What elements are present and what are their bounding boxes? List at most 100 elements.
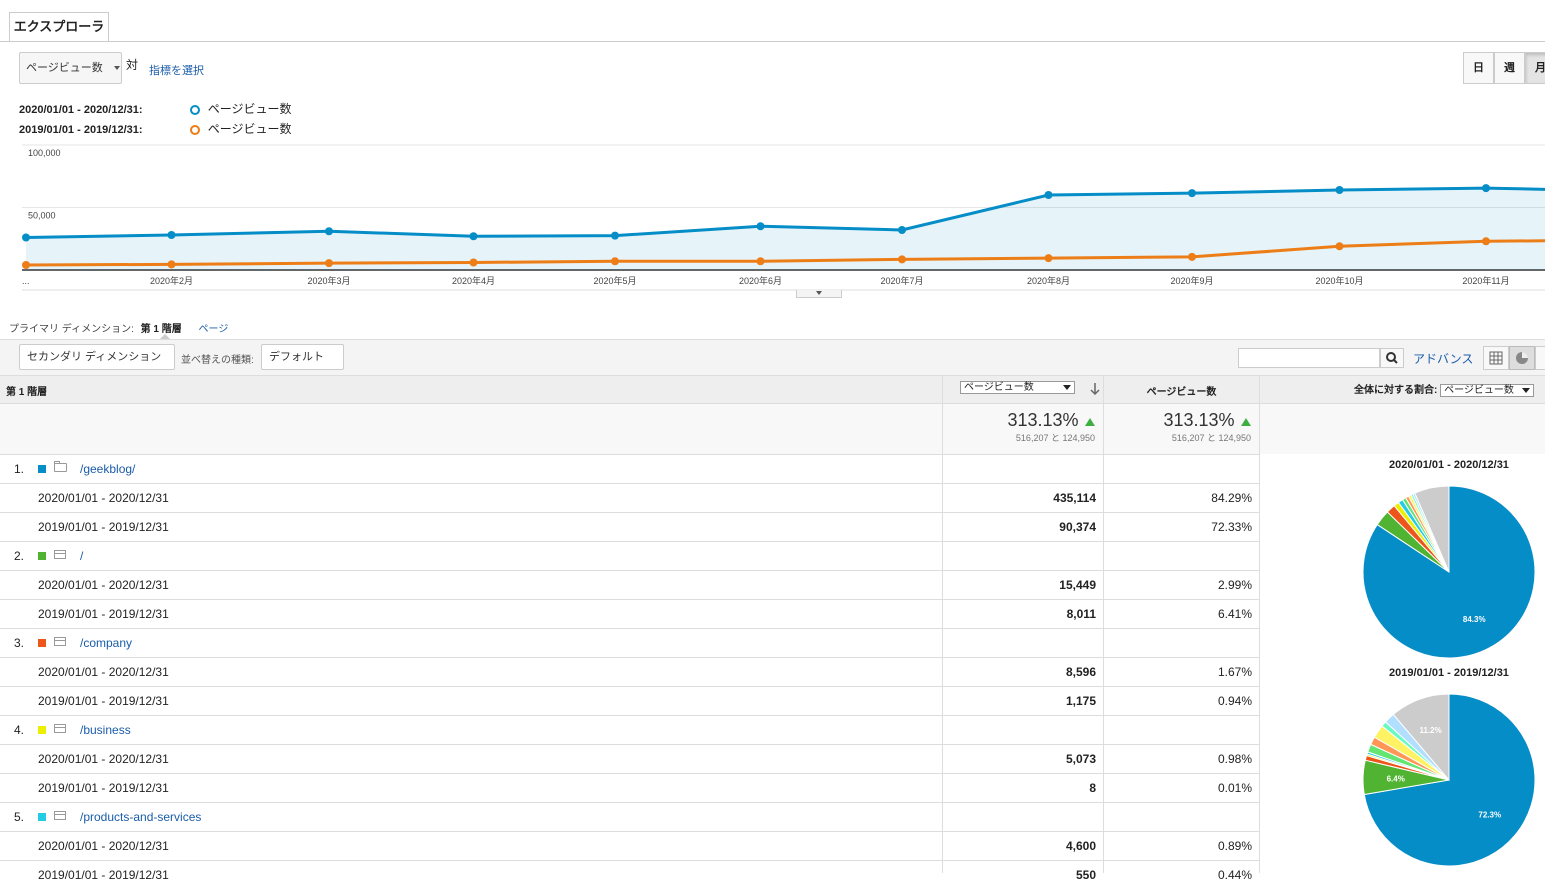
row-icon-wrap <box>54 722 66 736</box>
up-arrow-icon <box>1241 418 1251 426</box>
legend-range: 2020/01/01 - 2020/12/31: <box>19 104 143 116</box>
row-link[interactable]: /business <box>80 723 131 737</box>
data-point <box>469 258 478 267</box>
table-subrow: 2020/01/01 - 2020/12/31 435,114 84.29% <box>0 483 1545 512</box>
day-button[interactable]: 日 <box>1463 52 1494 84</box>
table-view-button[interactable] <box>1483 346 1509 370</box>
primary-dimension-active[interactable]: 第 1 階層 <box>140 324 182 335</box>
data-point <box>1335 242 1344 251</box>
table-row: 3. /company <box>0 628 1545 657</box>
more-view-button[interactable] <box>1535 346 1545 370</box>
select-metric-link[interactable]: 指標を選択 <box>149 65 204 77</box>
table-row: 1. /geekblog/ <box>0 454 1545 483</box>
data-point <box>1044 254 1053 263</box>
y-tick-label: 100,000 <box>28 148 61 158</box>
column-metric-select[interactable]: ページビュー数 <box>960 381 1075 394</box>
data-point <box>1188 189 1196 198</box>
data-point <box>1188 252 1196 261</box>
data-point <box>756 222 765 231</box>
pie-slice <box>1363 693 1536 867</box>
table-search-input[interactable] <box>1238 348 1380 368</box>
data-point <box>1335 186 1344 194</box>
legend-item-2020: 2020/01/01 - 2020/12/31: ページビュー数 <box>19 100 339 120</box>
tab-underline <box>0 41 1545 42</box>
pie-title-2020: 2020/01/01 - 2020/12/31 <box>1389 459 1509 471</box>
folder-icon <box>54 461 67 472</box>
chevron-down-icon <box>113 66 120 71</box>
subrow-value: 550 <box>1075 868 1096 882</box>
summary-pct: 313.13% <box>1007 410 1079 430</box>
search-icon <box>1386 352 1398 364</box>
row-link[interactable]: / <box>80 549 84 563</box>
table-subrow: 2020/01/01 - 2020/12/31 4,600 0.89% <box>0 831 1545 860</box>
subrow-pct: 2.99% <box>1217 578 1252 592</box>
pie-slice <box>1414 485 1450 573</box>
subrow-range: 2019/01/01 - 2019/12/31 <box>38 694 169 708</box>
x-tick-label: 2020年10月 <box>1315 275 1363 286</box>
month-button[interactable]: 月 <box>1525 52 1545 84</box>
data-point <box>167 260 176 269</box>
metric-dropdown[interactable]: ページビュー数 <box>19 52 122 84</box>
table-header <box>0 375 1545 403</box>
row-number: 3. <box>14 636 25 650</box>
column-header-dimension[interactable]: 第 1 階層 <box>6 387 48 398</box>
row-link[interactable]: /products-and-services <box>80 810 202 824</box>
x-tick-label: 2020年7月 <box>880 275 923 286</box>
data-point <box>611 257 619 266</box>
row-icon-wrap <box>54 548 66 562</box>
week-button[interactable]: 週 <box>1494 52 1525 84</box>
row-icon-wrap <box>54 809 66 823</box>
subrow-pct: 0.98% <box>1217 752 1252 766</box>
pie-chart-2020: 84.3% <box>1362 485 1536 659</box>
table-subrow: 2020/01/01 - 2020/12/31 5,073 0.98% <box>0 744 1545 773</box>
subrow-value: 15,449 <box>1059 578 1096 592</box>
row-number: 4. <box>14 723 25 737</box>
row-color-swatch <box>38 639 46 647</box>
legend-range: 2019/01/01 - 2019/12/31: <box>19 124 143 136</box>
search-button[interactable] <box>1380 348 1404 368</box>
chart-collapse-handle[interactable] <box>796 290 842 298</box>
primary-dimension-page[interactable]: ページ <box>198 324 229 335</box>
column-header-share: 全体に対する割合: ページビュー数 <box>1354 381 1535 397</box>
subrow-range: 2020/01/01 - 2020/12/31 <box>38 665 169 679</box>
chevron-down-icon <box>1063 385 1071 390</box>
pie-view-button[interactable] <box>1509 346 1535 370</box>
sort-desc-icon[interactable] <box>1089 382 1101 396</box>
primary-dimension-label: プライマリ ディメンション: <box>9 324 134 335</box>
subrow-range: 2019/01/01 - 2019/12/31 <box>38 520 169 534</box>
x-tick-label: 2020年4月 <box>452 275 495 286</box>
column-divider <box>1103 375 1104 873</box>
secondary-dimension-label: セカンダリ ディメンション <box>27 351 162 363</box>
data-point <box>756 257 765 266</box>
row-link[interactable]: /company <box>80 636 133 650</box>
data-point <box>898 255 906 264</box>
subrow-pct: 0.44% <box>1217 868 1252 882</box>
page-icon <box>54 724 66 733</box>
column-divider <box>942 375 943 873</box>
row-link[interactable]: /geekblog/ <box>80 462 136 476</box>
pie-title-2019: 2019/01/01 - 2019/12/31 <box>1389 667 1509 679</box>
table-subrow: 2019/01/01 - 2019/12/31 8 0.01% <box>0 773 1545 802</box>
advanced-link[interactable]: アドバンス <box>1413 352 1474 366</box>
row-icon-wrap <box>54 635 66 649</box>
row-color-swatch <box>38 552 46 560</box>
table-subrow: 2019/01/01 - 2019/12/31 90,374 72.33% <box>0 512 1545 541</box>
column-divider <box>1259 375 1260 873</box>
subrow-range: 2020/01/01 - 2020/12/31 <box>38 839 169 853</box>
subrow-value: 8 <box>1089 781 1096 795</box>
x-tick-label: 2020年9月 <box>1170 275 1213 286</box>
metric-dropdown-label: ページビュー数 <box>26 62 103 74</box>
share-metric-select[interactable]: ページビュー数 <box>1440 383 1535 397</box>
pie-slice-label: 84.3% <box>1463 615 1486 624</box>
row-color-swatch <box>38 813 46 821</box>
secondary-dimension-dropdown[interactable]: セカンダリ ディメンション <box>19 344 175 384</box>
data-point <box>1482 237 1490 246</box>
active-indicator <box>160 334 170 339</box>
tab-explorer[interactable]: エクスプローラ <box>9 12 109 42</box>
sort-type-dropdown[interactable]: デフォルト <box>261 344 344 384</box>
summary-metric-2: 313.13% 516,207 と 124,950 <box>1104 410 1251 444</box>
row-number: 2. <box>14 549 25 563</box>
column-header-metric[interactable]: ページビュー数 <box>1146 387 1217 398</box>
chevron-down-icon <box>1522 387 1531 393</box>
subrow-value: 4,600 <box>1065 839 1096 853</box>
